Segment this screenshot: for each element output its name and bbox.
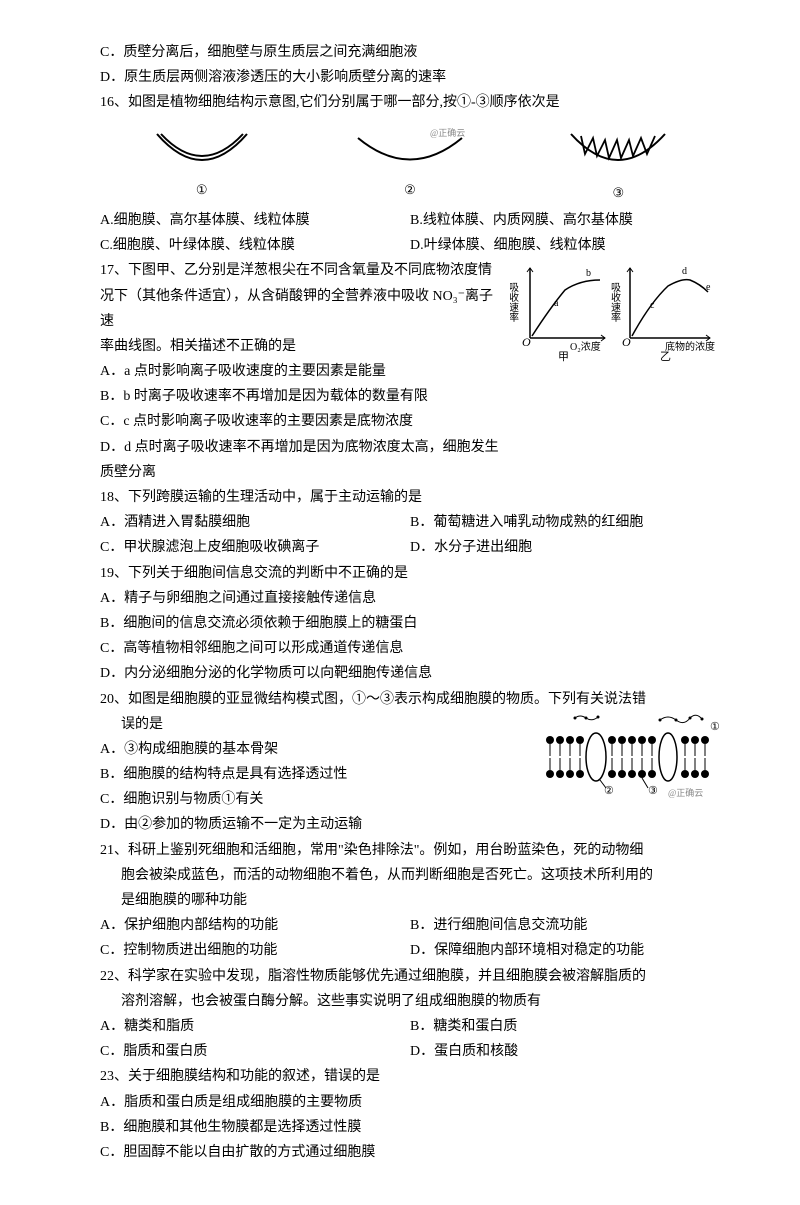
q21-stem-1: 21、科研上鉴别死细胞和活细胞，常用"染色排除法"。例如，用台盼蓝染色，死的动物… xyxy=(100,838,720,863)
svg-text:①: ① xyxy=(710,721,720,733)
q16-opt-c: C.细胞膜、叶绿体膜、线粒体膜 xyxy=(100,233,410,258)
q19-stem: 19、下列关于细胞间信息交流的判断中不正确的是 xyxy=(100,561,720,586)
q18-stem: 18、下列跨膜运输的生理活动中，属于主动运输的是 xyxy=(100,485,720,510)
q17-stem-1: 17、下图甲、乙分别是洋葱根尖在不同含氧量及不同底物浓度情 xyxy=(100,258,502,283)
svg-text:a: a xyxy=(554,298,559,309)
q20-opt-c: C．细胞识别与物质①有关 xyxy=(100,787,532,812)
svg-text:e: e xyxy=(706,282,711,293)
q23-opt-b: B．细胞膜和其他生物膜都是选择透过性膜 xyxy=(100,1115,720,1140)
q16-fig-3-label: ③ xyxy=(563,181,673,204)
q21-stem-3: 是细胞膜的哪种功能 xyxy=(100,888,720,913)
q19-opt-a: A．精子与卵细胞之间通过直接接触传递信息 xyxy=(100,586,720,611)
q21-opt-d: D．保障细胞内部环境相对稳定的功能 xyxy=(410,938,720,963)
q21-opt-a: A．保护细胞内部结构的功能 xyxy=(100,913,410,938)
svg-text:吸收速率: 吸收速率 xyxy=(609,282,621,323)
svg-text:b: b xyxy=(586,268,591,279)
q23-opt-c: C．胆固醇不能以自由扩散的方式通过细胞膜 xyxy=(100,1140,720,1165)
svg-text:c: c xyxy=(650,300,655,311)
svg-text:O: O xyxy=(522,335,531,349)
q16-fig-2: @正确云 xyxy=(350,126,470,176)
q17-opt-b: B．b 时离子吸收速率不再增加是因为载体的数量有限 xyxy=(100,384,502,409)
q17-opt-c: C．c 点时影响离子吸收速率的主要因素是底物浓度 xyxy=(100,409,502,434)
q21-stem-2: 胞会被染成蓝色，而活的动物细胞不着色，从而判断细胞是否死亡。这项技术所利用的 xyxy=(100,863,720,888)
q18-opt-a: A．酒精进入胃黏膜细胞 xyxy=(100,510,410,535)
q17-stem-2: 况下（其他条件适宜），从含硝酸钾的全营养液中吸收 NO₃⁻离子速 xyxy=(100,284,502,334)
q17-stem-3: 率曲线图。相关描述不正确的是 xyxy=(100,334,502,359)
svg-text:乙: 乙 xyxy=(660,350,671,363)
q22-opt-d: D．蛋白质和核酸 xyxy=(410,1039,720,1064)
q22-opt-a: A．糖类和脂质 xyxy=(100,1014,410,1039)
q22-opt-c: C．脂质和蛋白质 xyxy=(100,1039,410,1064)
q16-stem: 16、如图是植物细胞结构示意图,它们分别属于哪一部分,按①-③顺序依次是 xyxy=(100,90,720,115)
q19-opt-b: B．细胞间的信息交流必须依赖于细胞膜上的糖蛋白 xyxy=(100,611,720,636)
svg-text:甲: 甲 xyxy=(558,351,569,363)
q21-opt-c: C．控制物质进出细胞的功能 xyxy=(100,938,410,963)
svg-text:③: ③ xyxy=(648,785,658,797)
q20-stem-1: 20、如图是细胞膜的亚显微结构模式图，①～③表示构成细胞膜的物质。下列有关说法错 xyxy=(100,687,720,712)
q20-opt-a: A．③构成细胞膜的基本骨架 xyxy=(100,737,532,762)
q17-chart: a b 吸收速率 O O₂浓度 甲 c d e 吸收速率 O 底物的浓度 乙 xyxy=(510,258,720,363)
q15-opt-c: C．质壁分离后，细胞壁与原生质层之间充满细胞液 xyxy=(100,40,720,65)
q18-opt-c: C．甲状腺滤泡上皮细胞吸收碘离子 xyxy=(100,535,410,560)
q18-opt-b: B．葡萄糖进入哺乳动物成熟的红细胞 xyxy=(410,510,720,535)
q16-fig-3 xyxy=(563,124,673,179)
watermark-icon: @正确云 xyxy=(430,127,465,138)
q20-membrane-figure: ① ② ③ @正确云 xyxy=(540,712,720,802)
q16-figures: ① @正确云 ② ③ xyxy=(100,124,720,204)
svg-text:d: d xyxy=(682,266,687,277)
q21-opt-b: B．进行细胞间信息交流功能 xyxy=(410,913,720,938)
q18-opt-d: D．水分子进出细胞 xyxy=(410,535,720,560)
q23-stem: 23、关于细胞膜结构和功能的叙述，错误的是 xyxy=(100,1064,720,1089)
q16-fig-1-label: ① xyxy=(147,178,257,201)
q17-opt-d-2: 质壁分离 xyxy=(100,460,720,485)
q16-opt-a: A.细胞膜、高尔基体膜、线粒体膜 xyxy=(100,208,410,233)
q20-opt-d: D．由②参加的物质运输不一定为主动运输 xyxy=(100,812,532,837)
svg-text:吸收速率: 吸收速率 xyxy=(510,282,519,323)
q15-opt-d: D．原生质层两侧溶液渗透压的大小影响质壁分离的速率 xyxy=(100,65,720,90)
q19-opt-c: C．高等植物相邻细胞之间可以形成通道传递信息 xyxy=(100,636,720,661)
q20-stem-2: 误的是 xyxy=(100,712,532,737)
svg-text:底物的浓度: 底物的浓度 xyxy=(665,340,715,353)
q22-stem-2: 溶剂溶解，也会被蛋白酶分解。这些事实说明了组成细胞膜的物质有 xyxy=(100,989,720,1014)
q23-opt-a: A．脂质和蛋白质是组成细胞膜的主要物质 xyxy=(100,1090,720,1115)
svg-text:O: O xyxy=(622,335,631,349)
q16-fig-1 xyxy=(147,126,257,176)
q22-opt-b: B．糖类和蛋白质 xyxy=(410,1014,720,1039)
svg-text:@正确云: @正确云 xyxy=(668,787,703,798)
svg-text:O₂浓度: O₂浓度 xyxy=(570,340,601,353)
q19-opt-d: D．内分泌细胞分泌的化学物质可以向靶细胞传递信息 xyxy=(100,661,720,686)
q20-opt-b: B．细胞膜的结构特点是具有选择透过性 xyxy=(100,762,532,787)
q16-opt-d: D.叶绿体膜、细胞膜、线粒体膜 xyxy=(410,233,720,258)
q16-opt-b: B.线粒体膜、内质网膜、高尔基体膜 xyxy=(410,208,720,233)
q17-opt-d-1: D．d 点时离子吸收速率不再增加是因为底物浓度太高，细胞发生 xyxy=(100,435,720,460)
q17-opt-a: A．a 点时影响离子吸收速度的主要因素是能量 xyxy=(100,359,502,384)
q16-fig-2-label: ② xyxy=(350,178,470,201)
q22-stem-1: 22、科学家在实验中发现，脂溶性物质能够优先通过细胞膜，并且细胞膜会被溶解脂质的 xyxy=(100,964,720,989)
